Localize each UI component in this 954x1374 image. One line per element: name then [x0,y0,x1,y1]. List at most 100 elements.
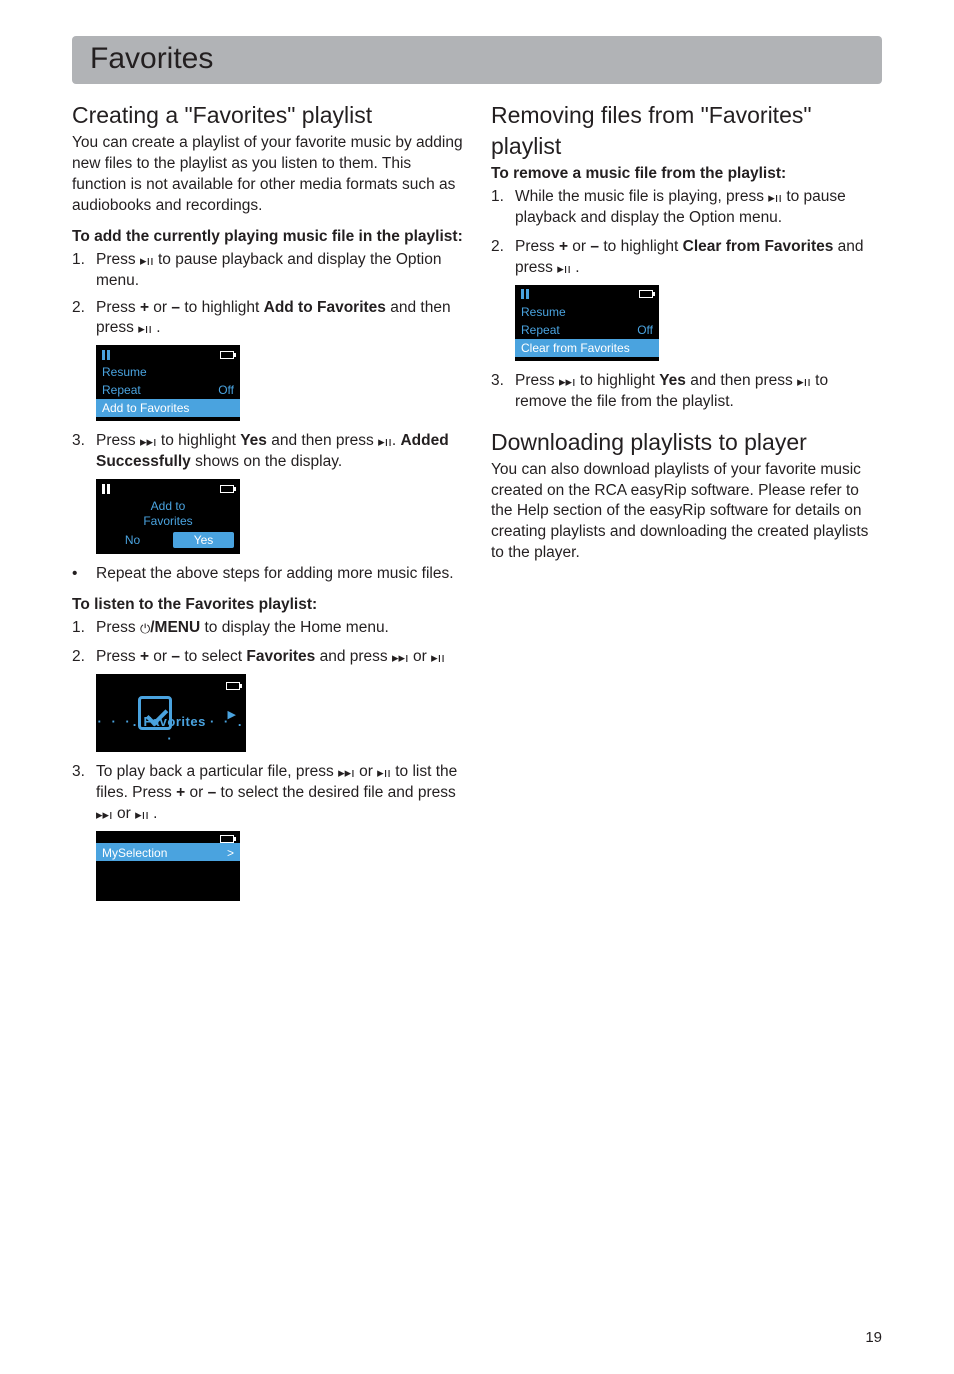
confirm-buttons: No Yes [96,532,240,550]
add-step-2: 2. Press + or – to highlight Add to Favo… [72,298,463,340]
screen-row-clear-selected: Clear from Favorites [515,339,659,357]
chevron-icon: > [227,845,234,859]
label: Repeat [102,382,141,398]
heading-download: Downloading playlists to player [491,427,882,458]
text: . [571,259,580,276]
play-pause-icon: ▸ıı [378,434,392,449]
label: Favorites [144,714,206,729]
text: to highlight [180,299,264,316]
subhead-listen: To listen to the Favorites playlist: [72,595,463,616]
text: or [149,299,171,316]
play-pause-icon: ▸ıı [140,253,154,268]
bold: /MENU [150,619,200,636]
label: Resume [102,364,147,380]
listen-step-2: 2. Press + or – to select Favorites and … [72,647,463,668]
power-icon: ⏻ [140,621,150,636]
text: to select the desired file and press [216,784,456,801]
pause-icon [102,350,110,360]
screen-row-repeat: RepeatOff [515,321,659,339]
play-pause-icon: ▸ıı [138,321,152,336]
step-body: Press + or – to highlight Clear from Fav… [515,237,882,279]
plus: + [559,238,568,255]
listen-step-1: 1. Press ⏻/MENU to display the Home menu… [72,618,463,639]
battery-icon [639,290,653,298]
text: While the music file is playing, press [515,188,768,205]
text: to display the Home menu. [200,619,389,636]
label: Add to Favorites [102,400,189,416]
text: or [149,648,171,665]
home-label: · · ·. Favorites · · . · [96,713,246,748]
play-pause-icon: ▸ıı [135,807,149,822]
screen-row-resume: Resume [515,303,659,321]
bold: Yes [240,432,267,449]
subhead-remove: To remove a music file from the playlist… [491,164,882,185]
battery-icon [226,682,240,690]
value: Off [218,382,234,398]
no-button: No [102,532,163,548]
minus: – [171,299,180,316]
text: or [409,648,431,665]
yes-button: Yes [173,532,234,548]
pause-icon [521,289,529,299]
screen-row-repeat: Repeat Off [96,381,240,399]
confirm-text: Add to Favorites [96,497,240,532]
screen-header [96,481,240,497]
text: . [152,319,161,336]
add-steps-cont: 3. Press ▸▸ı to highlight Yes and then p… [72,431,463,473]
bold: Add to Favorites [264,299,386,316]
bullet-item: • Repeat the above steps for adding more… [72,564,463,585]
repeat-bullet: • Repeat the above steps for adding more… [72,564,463,585]
step-body: To play back a particular file, press ▸▸… [96,762,463,825]
text: to select [180,648,246,665]
line: Add to [96,499,240,513]
right-column: Removing files from "Favorites" playlist… [491,94,882,911]
text: and then press [686,372,797,389]
text: and press [315,648,392,665]
step-body: Press ▸▸ı to highlight Yes and then pres… [96,431,463,473]
remove-steps: 1. While the music file is playing, pres… [491,187,882,279]
text: Press [96,299,140,316]
step-body: While the music file is playing, press ▸… [515,187,882,229]
pause-icon [102,484,110,494]
add-step-1: 1. Press ▸ıı to pause playback and displ… [72,250,463,292]
play-pause-icon: ▸ıı [557,261,571,276]
label: Resume [521,304,566,320]
label: Clear from Favorites [521,340,630,356]
text: Press [515,238,559,255]
play-pause-icon: ▸ıı [768,190,782,205]
bold: Yes [659,372,686,389]
screen-header [96,347,240,363]
text: or [568,238,590,255]
text: Press [96,251,140,268]
text: shows on the display. [191,453,342,470]
bullet-body: Repeat the above steps for adding more m… [96,564,463,585]
forward-icon: ▸▸ı [338,765,355,780]
text: Press [515,372,559,389]
remove-step-3: 3. Press ▸▸ı to highlight Yes and then p… [491,371,882,413]
download-para: You can also download playlists of your … [491,460,882,565]
list-row-blank [96,879,240,897]
device-screen-clear: Resume RepeatOff Clear from Favorites [515,285,659,361]
step-number: 3. [72,431,96,473]
step-number: 2. [72,298,96,340]
listen-step-3: 3. To play back a particular file, press… [72,762,463,825]
heading-removing: Removing files from "Favorites" playlist [491,100,882,162]
plus: + [176,784,185,801]
screen-row-add-selected: Add to Favorites [96,399,240,417]
plus: + [140,648,149,665]
text: Press [96,648,140,665]
battery-wrap [226,678,240,694]
line: Favorites [96,514,240,528]
creating-intro: You can create a playlist of your favori… [72,133,463,217]
text: . [149,805,158,822]
forward-icon: ▸▸ı [392,650,409,665]
bullet-dot: • [72,564,96,585]
left-column: Creating a "Favorites" playlist You can … [72,94,463,911]
play-pause-icon: ▸ıı [431,650,445,665]
heading-creating: Creating a "Favorites" playlist [72,100,463,131]
text: Press [96,619,140,636]
remove-step-2: 2. Press + or – to highlight Clear from … [491,237,882,279]
subhead-add: To add the currently playing music file … [72,227,463,248]
bold: Favorites [246,648,315,665]
battery-icon [220,485,234,493]
